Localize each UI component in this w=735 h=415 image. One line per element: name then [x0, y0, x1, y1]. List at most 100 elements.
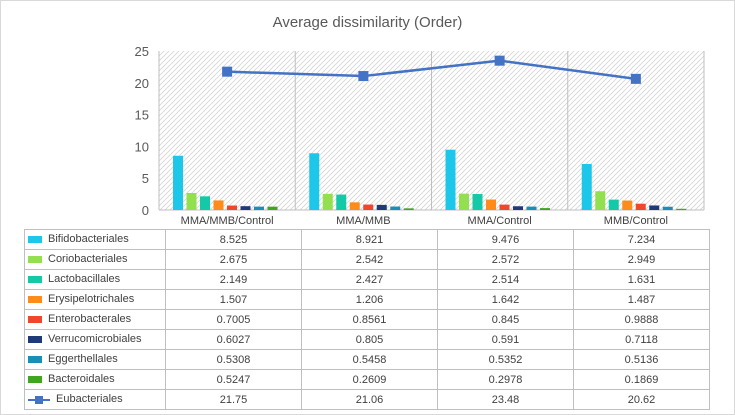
series-label-cell: Eubacteriales [24, 389, 166, 410]
y-tick-label: 0 [142, 203, 149, 218]
data-label: 9.476 [437, 229, 574, 250]
bar [486, 199, 496, 210]
data-label: 1.642 [437, 289, 574, 310]
table-row: Eggerthellales 0.5308 0.5458 0.5352 0.5136 [24, 349, 710, 370]
x-tick-label: MMB/Control [604, 215, 668, 227]
bar [186, 192, 197, 210]
bar [322, 193, 333, 210]
table-row: Coriobacteriales 2.675 2.542 2.572 2.949 [24, 249, 710, 270]
data-label: 0.7005 [165, 309, 302, 330]
y-tick-label: 10 [135, 139, 149, 154]
bar [363, 204, 374, 210]
data-label: 0.5247 [165, 369, 302, 390]
data-label: 0.6027 [165, 329, 302, 350]
data-table: Bifidobacteriales 8.525 8.921 9.476 7.234 Cor… [24, 229, 710, 410]
bar [513, 206, 523, 210]
bar [200, 196, 210, 210]
table-row: Erysipelotrichales 1.507 1.206 1.642 1.487 [24, 289, 710, 310]
table-row: Lactobacillales 2.149 2.427 2.514 1.631 [24, 269, 710, 290]
data-label: 0.7118 [573, 329, 710, 350]
bar [608, 199, 619, 210]
data-label: 0.1869 [573, 369, 710, 390]
bar [676, 208, 687, 210]
series-label-cell: Lactobacillales [24, 269, 166, 290]
data-label: 7.234 [573, 229, 710, 250]
table-row: Bifidobacteriales 8.525 8.921 9.476 7.234 [24, 229, 710, 250]
bar [526, 206, 537, 210]
data-label: 2.514 [437, 269, 574, 290]
bar [336, 194, 347, 210]
data-label: 2.149 [165, 269, 302, 290]
data-label: 1.487 [573, 289, 710, 310]
bar [240, 206, 251, 210]
bar [445, 149, 456, 210]
series-name: Coriobacteriales [48, 253, 128, 266]
data-label: 8.921 [301, 229, 438, 250]
data-label: 2.542 [301, 249, 438, 270]
legend-key [28, 276, 42, 284]
bar [213, 200, 224, 210]
bar [376, 204, 387, 210]
data-label: 1.206 [301, 289, 438, 310]
series-label-cell: Coriobacteriales [24, 249, 166, 270]
data-label: 20.62 [573, 389, 710, 410]
series-name: Verrucomicrobiales [48, 333, 142, 346]
chart-title: Average dissimilarity (Order) [272, 14, 463, 31]
series-label-cell: Erysipelotrichales [24, 289, 166, 310]
series-name: Erysipelotrichales [48, 293, 135, 306]
data-label: 0.5458 [301, 349, 438, 370]
data-label: 0.8561 [301, 309, 438, 330]
bar [349, 202, 360, 210]
data-label: 0.591 [437, 329, 574, 350]
series-name: Bacteroidales [48, 373, 115, 386]
y-tick-label: 5 [142, 171, 149, 186]
data-label: 1.507 [165, 289, 302, 310]
bar [540, 208, 550, 210]
data-label: 2.572 [437, 249, 574, 270]
bar [662, 206, 673, 210]
series-name: Eggerthellales [48, 353, 118, 366]
data-label: 0.2609 [301, 369, 438, 390]
series-label-cell: Eggerthellales [24, 349, 166, 370]
data-label: 0.2978 [437, 369, 574, 390]
x-tick-label: MMA/Control [468, 215, 532, 227]
legend-key [28, 376, 42, 384]
series-name: Eubacteriales [56, 393, 123, 406]
data-label: 0.5352 [437, 349, 574, 370]
line-marker [630, 73, 641, 84]
table-row: Bacteroidales 0.5247 0.2609 0.2978 0.1869 [24, 369, 710, 390]
data-label: 0.845 [437, 309, 574, 330]
x-tick-label: MMA/MMB [336, 215, 390, 227]
table-row: Verrucomicrobiales 0.6027 0.805 0.591 0.7118 [24, 329, 710, 350]
data-label: 0.9888 [573, 309, 710, 330]
bar [309, 153, 320, 210]
bar [595, 191, 606, 210]
line-marker [494, 55, 505, 66]
data-label: 21.06 [301, 389, 438, 410]
bar [390, 206, 401, 210]
legend-key [28, 236, 42, 244]
legend-key [28, 316, 42, 324]
y-tick-label: 15 [135, 108, 149, 123]
bar [254, 206, 264, 210]
series-name: Lactobacillales [48, 273, 121, 286]
bar [472, 194, 483, 210]
bar [622, 200, 633, 210]
data-label: 21.75 [165, 389, 302, 410]
y-tick-label: 25 [135, 44, 149, 59]
bar [173, 155, 183, 210]
series-name: Bifidobacteriales [48, 233, 129, 246]
data-label: 8.525 [165, 229, 302, 250]
data-label: 0.5308 [165, 349, 302, 370]
x-tick-label: MMA/MMB/Control [181, 215, 274, 227]
legend-key [28, 256, 42, 264]
series-label-cell: Bifidobacteriales [24, 229, 166, 250]
data-label: 23.48 [437, 389, 574, 410]
data-label: 2.949 [573, 249, 710, 270]
legend-key [28, 296, 42, 304]
bar [581, 163, 592, 210]
y-tick-label: 20 [135, 76, 149, 91]
data-label: 1.631 [573, 269, 710, 290]
legend-key [28, 356, 42, 364]
